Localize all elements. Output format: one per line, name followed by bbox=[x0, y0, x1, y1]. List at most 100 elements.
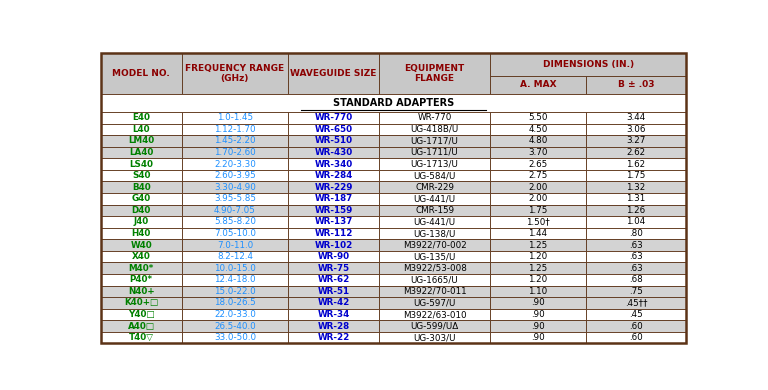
Text: WR-112: WR-112 bbox=[314, 229, 353, 238]
Text: UG-138/U: UG-138/U bbox=[413, 229, 455, 238]
Bar bbox=[101, 124, 181, 135]
Text: .80: .80 bbox=[629, 229, 643, 238]
Bar bbox=[181, 135, 288, 147]
Text: UG-584/U: UG-584/U bbox=[413, 171, 455, 180]
Bar bbox=[490, 309, 586, 320]
Text: L40: L40 bbox=[132, 125, 150, 134]
Bar bbox=[490, 124, 586, 135]
Bar bbox=[181, 239, 288, 251]
Text: WR-28: WR-28 bbox=[317, 322, 349, 331]
Text: .75: .75 bbox=[629, 287, 643, 296]
Bar bbox=[181, 297, 288, 309]
Bar bbox=[586, 251, 687, 262]
Bar bbox=[586, 158, 687, 170]
Text: 12.4-18.0: 12.4-18.0 bbox=[214, 275, 256, 284]
Bar bbox=[490, 262, 586, 274]
Text: 3.30-4.90: 3.30-4.90 bbox=[214, 183, 256, 192]
Bar bbox=[101, 170, 181, 181]
Text: WR-137: WR-137 bbox=[314, 218, 353, 227]
Bar bbox=[181, 158, 288, 170]
Bar bbox=[288, 309, 379, 320]
Bar bbox=[490, 205, 586, 216]
Bar bbox=[181, 262, 288, 274]
Bar bbox=[379, 285, 490, 297]
Text: 5.50: 5.50 bbox=[528, 113, 548, 122]
Bar bbox=[586, 297, 687, 309]
Bar bbox=[288, 170, 379, 181]
Text: WR-34: WR-34 bbox=[317, 310, 349, 319]
Text: 15.0-22.0: 15.0-22.0 bbox=[214, 287, 256, 296]
Text: UG-597/U: UG-597/U bbox=[413, 298, 455, 307]
Bar bbox=[379, 158, 490, 170]
Text: Y40□: Y40□ bbox=[127, 310, 154, 319]
Bar bbox=[379, 262, 490, 274]
Text: .63: .63 bbox=[629, 252, 643, 261]
Bar bbox=[181, 124, 288, 135]
Bar bbox=[586, 332, 687, 344]
Text: .90: .90 bbox=[531, 322, 545, 331]
Bar bbox=[379, 320, 490, 332]
Bar bbox=[288, 297, 379, 309]
Text: WR-187: WR-187 bbox=[314, 194, 353, 203]
Text: UG-135/U: UG-135/U bbox=[413, 252, 455, 261]
Text: WR-62: WR-62 bbox=[317, 275, 349, 284]
Text: 1.32: 1.32 bbox=[627, 183, 646, 192]
Bar bbox=[490, 158, 586, 170]
Bar bbox=[288, 53, 379, 94]
Text: P40*: P40* bbox=[130, 275, 153, 284]
Text: .60: .60 bbox=[629, 333, 643, 342]
Bar bbox=[586, 228, 687, 239]
Bar bbox=[288, 181, 379, 193]
Text: 1.62: 1.62 bbox=[627, 160, 646, 168]
Text: WR-51: WR-51 bbox=[317, 287, 349, 296]
Bar bbox=[490, 332, 586, 344]
Bar bbox=[101, 274, 181, 285]
Bar bbox=[490, 181, 586, 193]
Bar bbox=[490, 251, 586, 262]
Text: 2.20-3.30: 2.20-3.30 bbox=[214, 160, 256, 168]
Text: N40+: N40+ bbox=[127, 287, 154, 296]
Text: 7.05-10.0: 7.05-10.0 bbox=[214, 229, 256, 238]
Text: .45: .45 bbox=[629, 310, 643, 319]
Bar bbox=[379, 112, 490, 124]
Bar bbox=[586, 76, 687, 94]
Text: WR-770: WR-770 bbox=[418, 113, 452, 122]
Text: 3.95-5.85: 3.95-5.85 bbox=[214, 194, 256, 203]
Text: M40*: M40* bbox=[128, 264, 154, 273]
Text: UG-1711/U: UG-1711/U bbox=[411, 148, 458, 157]
Bar bbox=[101, 181, 181, 193]
Bar bbox=[586, 320, 687, 332]
Text: WR-90: WR-90 bbox=[317, 252, 349, 261]
Text: W40: W40 bbox=[131, 241, 152, 250]
Bar bbox=[586, 309, 687, 320]
Bar bbox=[288, 228, 379, 239]
Bar bbox=[181, 309, 288, 320]
Bar bbox=[101, 262, 181, 274]
Bar bbox=[288, 332, 379, 344]
Text: 1.12-1.70: 1.12-1.70 bbox=[214, 125, 256, 134]
Bar bbox=[586, 135, 687, 147]
Text: 3.27: 3.27 bbox=[627, 136, 646, 145]
Bar bbox=[586, 124, 687, 135]
Text: 1.70-2.60: 1.70-2.60 bbox=[214, 148, 256, 157]
Text: STANDARD ADAPTERS: STANDARD ADAPTERS bbox=[333, 98, 454, 108]
Text: WR-284: WR-284 bbox=[314, 171, 353, 180]
Bar bbox=[379, 297, 490, 309]
Text: .60: .60 bbox=[629, 322, 643, 331]
Text: UG-1713/U: UG-1713/U bbox=[411, 160, 458, 168]
Text: WR-770: WR-770 bbox=[314, 113, 353, 122]
Bar bbox=[379, 274, 490, 285]
Text: 1.50†: 1.50† bbox=[526, 218, 550, 227]
Bar bbox=[181, 251, 288, 262]
Bar bbox=[586, 262, 687, 274]
Text: 10.0-15.0: 10.0-15.0 bbox=[214, 264, 256, 273]
Text: 22.0-33.0: 22.0-33.0 bbox=[214, 310, 256, 319]
Text: WR-229: WR-229 bbox=[314, 183, 353, 192]
Text: 1.44: 1.44 bbox=[528, 229, 548, 238]
Bar bbox=[490, 285, 586, 297]
Text: G40: G40 bbox=[131, 194, 151, 203]
Bar bbox=[101, 205, 181, 216]
Bar bbox=[181, 228, 288, 239]
Text: 1.75: 1.75 bbox=[627, 171, 646, 180]
Bar bbox=[379, 147, 490, 158]
